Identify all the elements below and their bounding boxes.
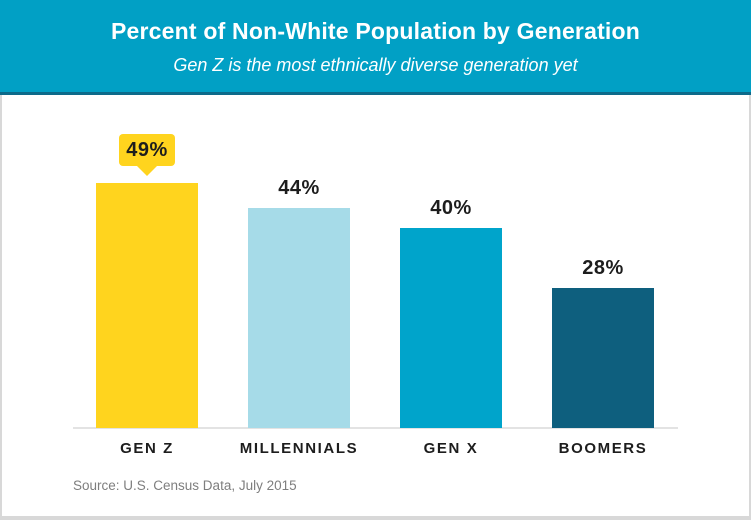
card-border-right	[749, 95, 751, 520]
category-label-gen-x: GEN X	[423, 440, 479, 457]
bar-millennials	[248, 208, 350, 428]
bar-gen-x	[400, 228, 502, 428]
value-label-boomers: 28%	[582, 257, 624, 279]
chart-title: Percent of Non-White Population by Gener…	[110, 18, 641, 44]
bar-boomers	[552, 288, 654, 428]
bar-gen-z	[96, 183, 198, 428]
card-border-bottom	[0, 516, 751, 520]
category-label-gen-z: GEN Z	[120, 440, 174, 457]
card-border-left	[0, 95, 2, 520]
chart-header: Percent of Non-White Population by Gener…	[0, 0, 751, 95]
source-note: Source: U.S. Census Data, July 2015	[73, 478, 297, 493]
callout-badge-gen-z: 49%	[119, 134, 175, 166]
category-label-boomers: BOOMERS	[558, 440, 648, 457]
chart-subtitle: Gen Z is the most ethnically diverse gen…	[173, 55, 578, 75]
category-label-millennials: MILLENNIALS	[239, 440, 359, 457]
value-label-millennials: 44%	[278, 177, 320, 199]
x-axis-line	[73, 427, 678, 429]
callout-pointer-icon	[137, 166, 157, 176]
value-label-gen-x: 40%	[430, 197, 472, 219]
